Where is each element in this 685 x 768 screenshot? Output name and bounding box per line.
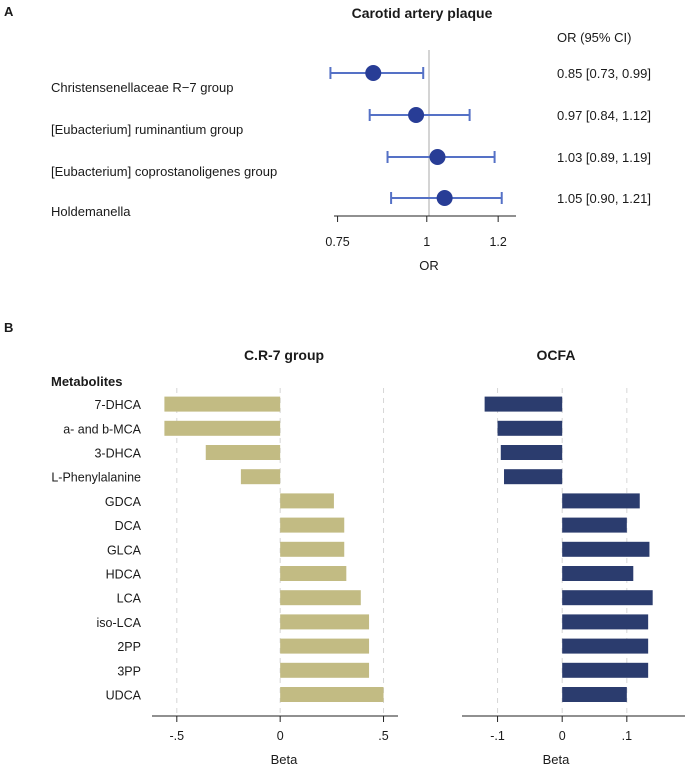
forest-x-axis-label: OR — [419, 258, 439, 273]
bar-panel-ocfa-title: OCFA — [537, 347, 576, 363]
category-label: 7-DHCA — [94, 398, 141, 412]
category-label: GLCA — [107, 543, 142, 557]
ci-text: 1.05 [0.90, 1.21] — [557, 191, 651, 206]
bar-ocfa — [562, 541, 650, 557]
bar-ocfa — [562, 638, 649, 654]
bar-cr7 — [280, 541, 345, 557]
bar-cr7 — [280, 662, 370, 678]
bar-cr7 — [280, 590, 361, 606]
forest-row-label: [Eubacterium] coprostanoligenes group — [51, 164, 277, 179]
x-tick-label-cr7: 0 — [277, 729, 284, 743]
or-point — [408, 107, 425, 123]
forest-plot: Carotid artery plaque OR (95% CI) OR 0.7… — [51, 5, 651, 273]
ci-text: 0.85 [0.73, 0.99] — [557, 66, 651, 81]
bar-ocfa — [562, 614, 649, 630]
bar-ocfa — [504, 469, 563, 485]
bar-ocfa — [500, 445, 563, 460]
category-label: GDCA — [105, 495, 142, 509]
bar-cr7 — [280, 638, 370, 654]
forest-x-ticks: 0.75 1 1.2 — [325, 216, 507, 249]
forest-title: Carotid artery plaque — [352, 5, 493, 21]
bar-ocfa — [562, 662, 649, 678]
category-label: 3-DHCA — [94, 447, 141, 461]
category-label: 3PP — [117, 664, 141, 678]
category-label: UDCA — [106, 689, 142, 703]
bar-cr7 — [280, 566, 347, 581]
x-tick-label-ocfa: .1 — [622, 729, 632, 743]
bar-panel-cr7-title: C.R-7 group — [244, 347, 324, 363]
bar-cr7 — [205, 445, 281, 460]
forest-row-label: Christensenellaceae R−7 group — [51, 80, 233, 95]
forest-row-label: Holdemanella — [51, 204, 131, 219]
category-label: iso-LCA — [97, 616, 142, 630]
x-tick-label-ocfa: 0 — [559, 729, 566, 743]
bar-ocfa — [562, 590, 653, 606]
bar-panel-cr7: C.R-7 group Beta -.5 0 .5 — [152, 347, 398, 767]
forest-x-tick-label: 1.2 — [489, 235, 506, 249]
category-label: LCA — [117, 592, 142, 606]
ci-text: 0.97 [0.84, 1.12] — [557, 108, 651, 123]
bar-ocfa — [497, 420, 563, 436]
bar-cr7 — [280, 517, 345, 533]
bar-ocfa — [484, 396, 563, 412]
bar-ocfa — [562, 566, 634, 581]
forest-x-tick-label: 1 — [423, 235, 430, 249]
bar-cr7 — [280, 493, 334, 509]
bar-ocfa — [562, 687, 627, 702]
bar-cr7 — [164, 396, 281, 412]
or-point — [429, 149, 446, 165]
category-label: a- and b-MCA — [63, 422, 141, 436]
ci-header: OR (95% CI) — [557, 30, 631, 45]
bar-cr7 — [164, 420, 281, 436]
category-label: HDCA — [106, 568, 142, 582]
bar-cr7 — [280, 614, 370, 630]
or-point — [436, 190, 453, 206]
panel-a-label: A — [4, 4, 14, 19]
forest-rows: Christensenellaceae R−7 group 0.85 [0.73,… — [51, 65, 651, 219]
metabolites-header: Metabolites — [51, 374, 123, 389]
category-labels: 7-DHCA a- and b-MCA 3-DHCA L-Phenylalanine G… — [51, 398, 141, 702]
or-point — [365, 65, 382, 81]
bar-ocfa — [562, 493, 640, 509]
bar-panel-ocfa-x-label: Beta — [543, 752, 571, 767]
bar-charts: Metabolites 7-DHCA a- and b-MCA 3-DHCA L-Ph… — [51, 347, 685, 767]
category-label: DCA — [115, 519, 142, 533]
forest-row-label: [Eubacterium] ruminantium group — [51, 122, 243, 137]
category-label: 2PP — [117, 640, 141, 654]
panel-b-label: B — [4, 320, 13, 335]
x-tick-label-cr7: -.5 — [170, 729, 185, 743]
x-tick-label-cr7: .5 — [378, 729, 388, 743]
bar-cr7 — [280, 687, 384, 702]
bar-cr7 — [240, 469, 281, 485]
ci-text: 1.03 [0.89, 1.19] — [557, 150, 651, 165]
x-tick-label-ocfa: -.1 — [490, 729, 505, 743]
bar-ocfa — [562, 517, 627, 533]
bar-panel-cr7-x-label: Beta — [271, 752, 299, 767]
category-label: L-Phenylalanine — [51, 471, 141, 485]
bar-panel-ocfa: OCFA Beta -.10.1. — [462, 347, 685, 767]
forest-x-tick-label: 0.75 — [325, 235, 349, 249]
